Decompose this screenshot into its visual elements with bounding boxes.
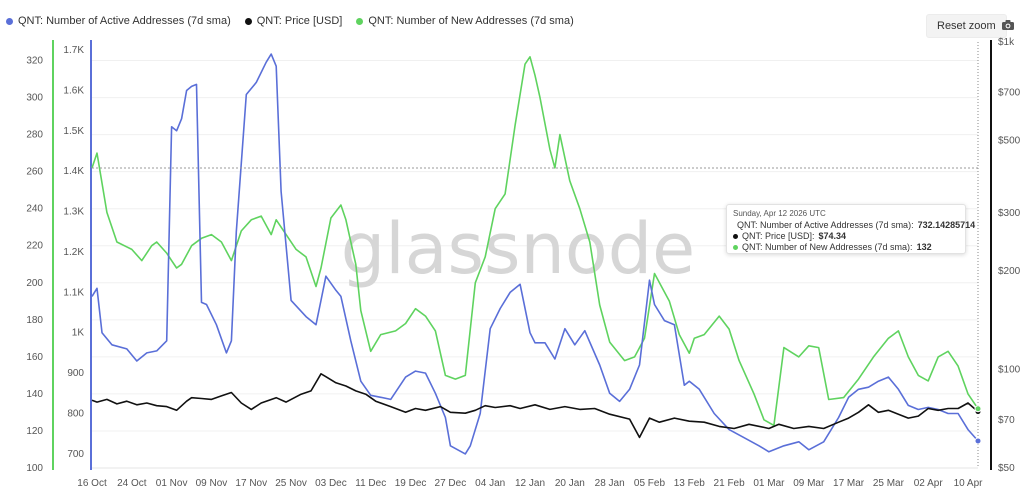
legend-item-new-addresses[interactable]: QNT: Number of New Addresses (7d sma) bbox=[356, 15, 574, 27]
legend-label-price: QNT: Price [USD] bbox=[256, 15, 343, 27]
legend-item-price[interactable]: QNT: Price [USD] bbox=[244, 15, 343, 27]
hover-markers bbox=[974, 405, 982, 445]
y-tick-label-new-addresses: 240 bbox=[26, 204, 43, 215]
x-tick-label: 09 Nov bbox=[196, 478, 228, 489]
x-tick-label: 17 Nov bbox=[235, 478, 267, 489]
tooltip-row-new: QNT: Number of New Addresses (7d sma): 1… bbox=[733, 242, 959, 253]
reset-zoom-button[interactable]: Reset zoom bbox=[926, 14, 1007, 38]
y-tick-label-new-addresses: 220 bbox=[26, 241, 43, 252]
x-tick-label: 27 Dec bbox=[435, 478, 467, 489]
tooltip-row-active: QNT: Number of Active Addresses (7d sma)… bbox=[733, 220, 975, 231]
axis-tick-labels: 100 120 140 160 180 200 220 240 260 280 300 320 700 8… bbox=[26, 37, 1020, 489]
tooltip-label-price: QNT: Price [USD]: bbox=[742, 231, 815, 241]
watermark-glassnode: glassnode bbox=[341, 208, 695, 290]
x-tick-label: 01 Mar bbox=[753, 478, 785, 489]
y-tick-label-new-addresses: 120 bbox=[26, 426, 43, 437]
x-tick-label: 10 Apr bbox=[954, 478, 984, 489]
legend-marker-active-addresses bbox=[6, 17, 13, 25]
legend-label-new-addresses: QNT: Number of New Addresses (7d sma) bbox=[368, 15, 574, 27]
tooltip-value-price: $74.34 bbox=[818, 231, 847, 241]
x-tick-label: 16 Oct bbox=[77, 478, 107, 489]
y-tick-label-active-addresses: 900 bbox=[67, 368, 84, 379]
y-tick-label-active-addresses: 1.2K bbox=[63, 247, 84, 258]
y-tick-label-price: $70 bbox=[998, 415, 1015, 426]
y-tick-label-price: $300 bbox=[998, 208, 1021, 219]
y-tick-label-active-addresses: 700 bbox=[67, 449, 84, 460]
x-tick-label: 19 Dec bbox=[395, 478, 427, 489]
y-tick-label-active-addresses: 1K bbox=[72, 328, 85, 339]
y-tick-label-active-addresses: 1.5K bbox=[63, 126, 84, 137]
series-line-active-addresses[interactable] bbox=[91, 53, 979, 455]
y-tick-label-new-addresses: 180 bbox=[26, 315, 43, 326]
y-tick-label-new-addresses: 160 bbox=[26, 352, 43, 363]
y-tick-label-active-addresses: 1.7K bbox=[63, 45, 84, 56]
tooltip-marker-new bbox=[733, 245, 738, 250]
y-tick-label-price: $1k bbox=[998, 37, 1015, 48]
tooltip-date: Sunday, Apr 12 2026 UTC bbox=[733, 209, 826, 218]
y-tick-label-new-addresses: 320 bbox=[26, 56, 43, 67]
hover-marker-active-addresses bbox=[974, 437, 982, 445]
tooltip-row-price: QNT: Price [USD]: $74.34 bbox=[733, 231, 959, 242]
x-tick-label: 09 Mar bbox=[793, 478, 825, 489]
tooltip-label-active: QNT: Number of Active Addresses (7d sma)… bbox=[737, 220, 914, 230]
legend-item-active-addresses[interactable]: QNT: Number of Active Addresses (7d sma) bbox=[6, 15, 231, 27]
series-line-new-addresses[interactable] bbox=[91, 56, 979, 427]
x-tick-label: 03 Dec bbox=[315, 478, 347, 489]
x-tick-label: 13 Feb bbox=[674, 478, 706, 489]
x-tick-label: 25 Mar bbox=[873, 478, 905, 489]
x-tick-label: 12 Jan bbox=[515, 478, 545, 489]
tooltip-value-new: 132 bbox=[916, 242, 932, 252]
tooltip-value-active: 732.14285714 bbox=[917, 220, 976, 230]
x-tick-label: 01 Nov bbox=[156, 478, 188, 489]
camera-icon[interactable] bbox=[1000, 17, 1016, 33]
axes bbox=[52, 40, 992, 470]
y-tick-label-active-addresses: 1.3K bbox=[63, 207, 84, 218]
y-tick-label-price: $100 bbox=[998, 364, 1021, 375]
x-tick-label: 11 Dec bbox=[355, 478, 386, 489]
x-tick-label: 04 Jan bbox=[475, 478, 505, 489]
y-tick-label-new-addresses: 280 bbox=[26, 130, 43, 141]
y-tick-label-active-addresses: 1.6K bbox=[63, 85, 84, 96]
x-tick-label: 24 Oct bbox=[117, 478, 147, 489]
x-tick-label: 20 Jan bbox=[555, 478, 585, 489]
y-tick-label-new-addresses: 300 bbox=[26, 93, 43, 104]
tooltip: Sunday, Apr 12 2026 UTC QNT: Number of A… bbox=[726, 204, 975, 254]
y-tick-label-new-addresses: 260 bbox=[26, 167, 43, 178]
legend-label-active-addresses: QNT: Number of Active Addresses (7d sma) bbox=[18, 15, 231, 27]
x-tick-label: 28 Jan bbox=[595, 478, 625, 489]
tooltip-label-new: QNT: Number of New Addresses (7d sma): bbox=[742, 242, 913, 252]
y-tick-label-active-addresses: 1.4K bbox=[63, 166, 84, 177]
x-tick-label: 21 Feb bbox=[714, 478, 746, 489]
hover-marker-new-addresses bbox=[974, 405, 982, 413]
y-tick-label-price: $50 bbox=[998, 463, 1015, 474]
series-line-price[interactable] bbox=[91, 373, 979, 439]
series-lines bbox=[91, 53, 979, 455]
y-tick-label-active-addresses: 1.1K bbox=[63, 287, 84, 298]
y-tick-label-active-addresses: 800 bbox=[67, 408, 84, 419]
grid-lines bbox=[92, 60, 978, 469]
y-tick-label-price: $700 bbox=[998, 88, 1021, 99]
y-tick-label-new-addresses: 140 bbox=[26, 389, 43, 400]
legend-marker-price bbox=[244, 17, 252, 25]
x-tick-label: 05 Feb bbox=[634, 478, 666, 489]
y-tick-label-new-addresses: 100 bbox=[26, 463, 43, 474]
legend: QNT: Number of Active Addresses (7d sma)… bbox=[6, 12, 574, 30]
x-tick-label: 17 Mar bbox=[833, 478, 865, 489]
y-tick-label-price: $500 bbox=[998, 136, 1021, 147]
x-tick-label: 25 Nov bbox=[275, 478, 307, 489]
y-tick-label-price: $200 bbox=[998, 266, 1021, 277]
x-tick-label: 02 Apr bbox=[914, 478, 944, 489]
legend-marker-new-addresses bbox=[356, 17, 364, 25]
tooltip-marker-price bbox=[733, 234, 738, 239]
y-tick-label-new-addresses: 200 bbox=[26, 278, 43, 289]
